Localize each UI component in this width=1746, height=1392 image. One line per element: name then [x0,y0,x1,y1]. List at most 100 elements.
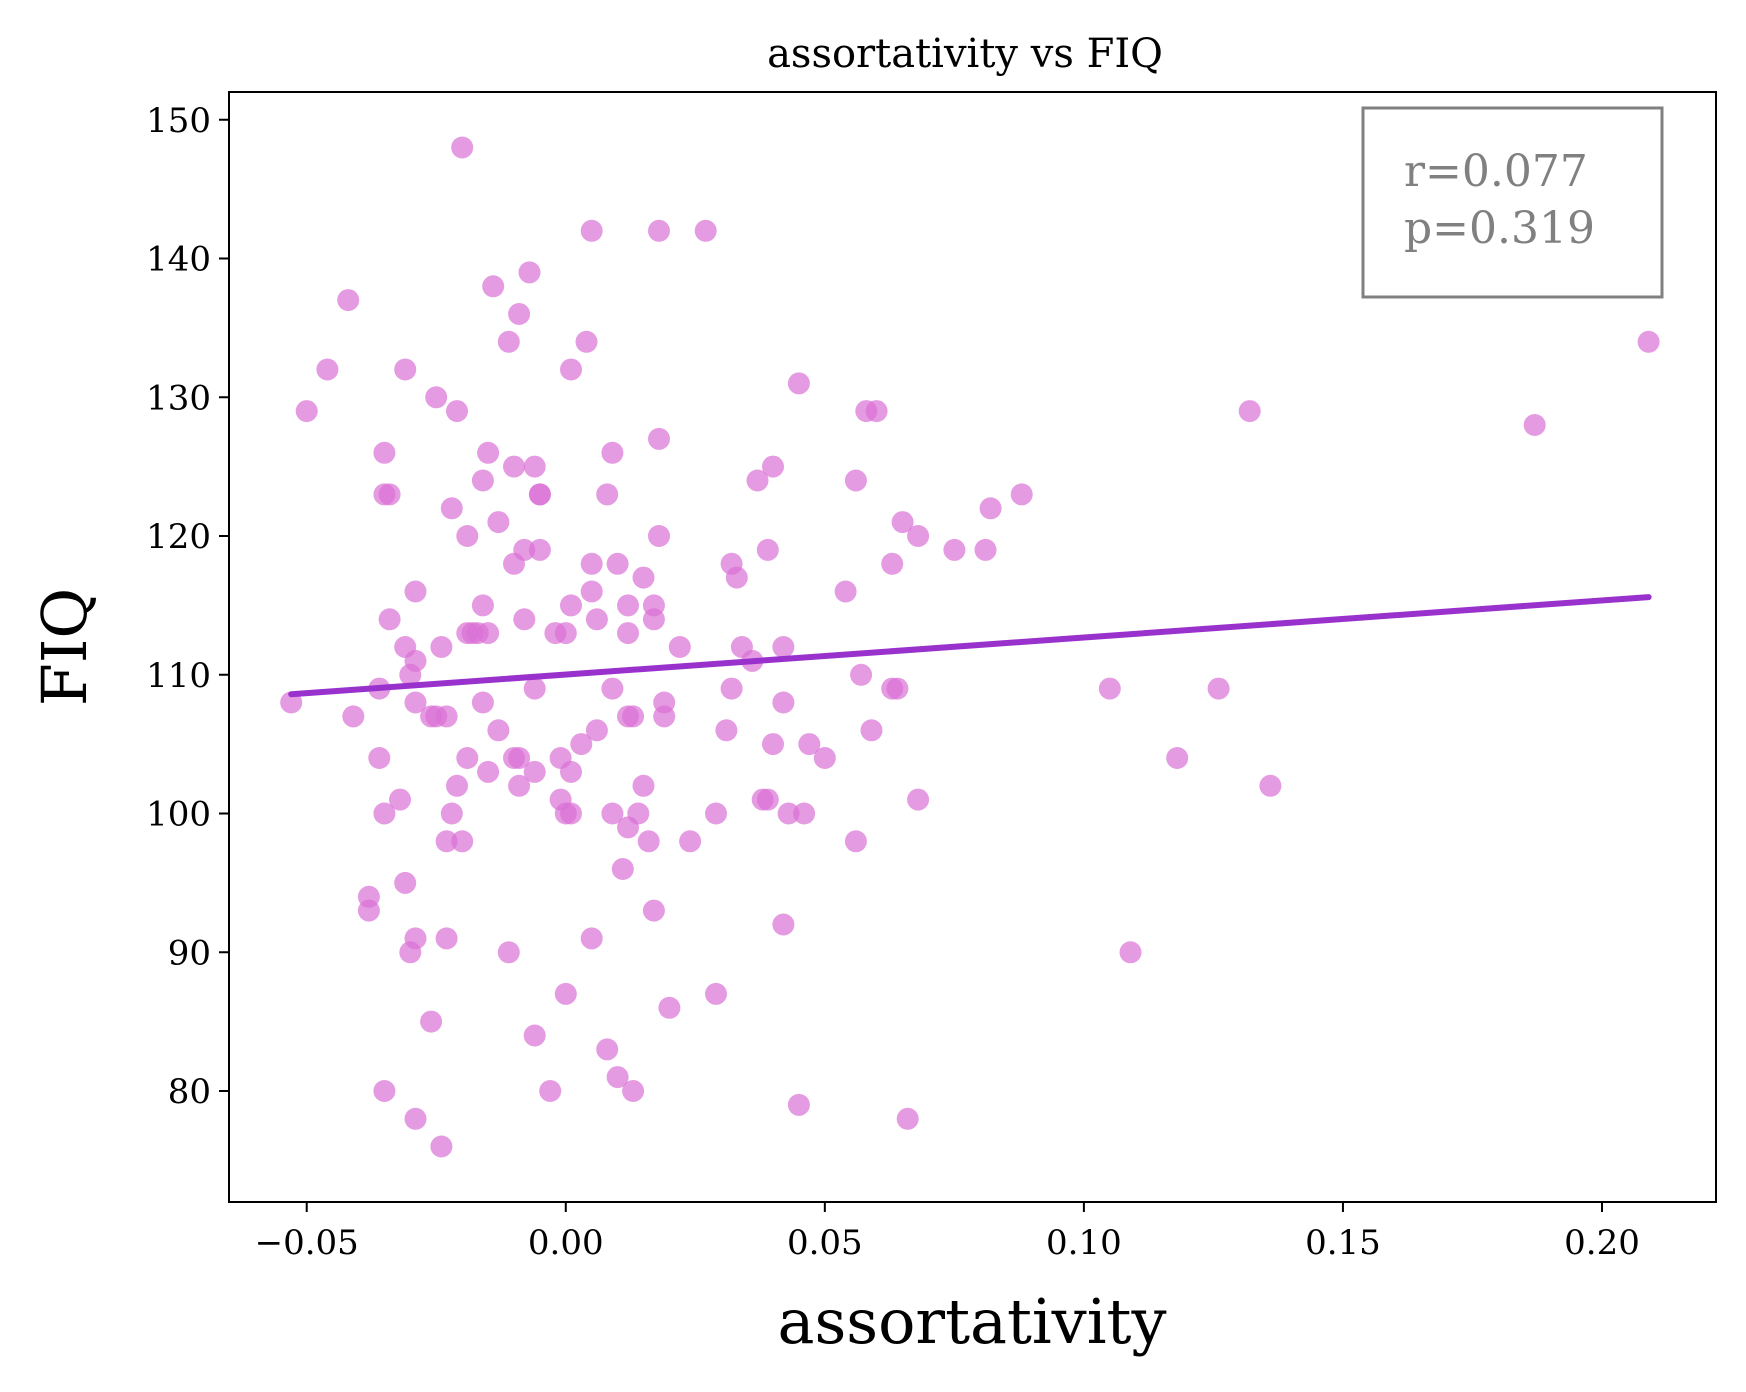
data-point [477,622,500,645]
data-point [1098,677,1121,700]
data-point [896,1107,919,1130]
data-point [601,677,624,700]
data-point [430,1135,453,1158]
data-point [642,899,665,922]
data-point [725,566,748,589]
data-point [554,982,577,1005]
data-point [425,386,448,409]
data-point [487,511,510,534]
data-point [337,289,360,312]
data-point [632,774,655,797]
data-point [720,677,743,700]
data-point [570,733,593,756]
x-tick-label: 0.20 [1564,1223,1640,1263]
data-point [772,636,795,658]
data-point [844,830,867,853]
data-point [865,400,888,423]
data-point [316,358,339,381]
stats-p-value: p=0.319 [1404,203,1595,254]
data-point [477,760,500,783]
data-point [394,871,417,894]
data-point [523,677,546,700]
data-point [1010,483,1033,506]
data-point [834,580,857,603]
data-point [482,275,505,298]
data-point [679,830,702,853]
data-point [440,497,463,520]
data-point [881,552,904,575]
data-point [560,594,582,617]
data-point [611,858,634,880]
stats-annotation: r=0.077 p=0.319 [1361,106,1664,299]
data-point [1166,747,1189,769]
data-point [368,747,391,769]
data-point [503,455,525,478]
data-point [477,441,500,464]
data-point [648,525,670,547]
data-point [580,219,603,242]
y-tick-label: 130 [146,378,211,418]
data-point [694,219,717,242]
data-point [497,330,520,353]
data-point [622,705,645,728]
data-point [518,261,541,284]
data-point [1207,677,1230,700]
x-axis: −0.05 0.00 0.05 0.10 0.15 0.20 [255,1202,1640,1263]
data-point [295,400,318,423]
data-point [907,788,930,811]
data-point [508,303,531,325]
data-point [844,469,867,492]
y-tick-label: 110 [146,656,211,696]
data-point [451,830,474,853]
data-point [580,580,603,603]
data-point [560,760,582,783]
data-point [787,372,810,395]
data-point [627,802,650,825]
data-point [471,691,494,714]
data-point [456,525,479,547]
data-point [471,469,494,492]
plot-frame [228,91,1717,1203]
x-tick-label: 0.05 [787,1223,863,1263]
stats-r-value: r=0.077 [1404,146,1588,197]
data-point [373,1080,396,1102]
data-point [528,483,551,506]
x-tick-label: 0.00 [528,1223,604,1263]
data-point [446,400,468,423]
data-point [601,441,624,464]
data-point [554,622,577,645]
y-tick-label: 80 [168,1072,211,1112]
data-point [580,552,603,575]
chart-title: assortativity vs FIQ [767,31,1163,77]
data-point [762,733,784,756]
data-point [772,913,795,936]
x-axis-label: assortativity [778,1285,1167,1358]
stats-box [1361,106,1664,299]
data-point [513,538,536,561]
data-point [1259,774,1282,797]
data-point [653,705,676,728]
data-point [342,705,365,728]
data-point [777,802,800,825]
data-point [523,455,546,478]
data-point [606,552,629,575]
data-point [456,747,479,769]
data-point [430,636,453,658]
data-point [513,608,536,631]
data-point [668,636,691,658]
data-point [642,608,665,631]
data-point [508,747,531,769]
y-tick-label: 140 [146,240,211,280]
data-point [404,691,427,714]
data-point [575,330,598,353]
data-point [606,1066,629,1089]
data-point [1523,414,1546,436]
data-point [617,622,639,645]
data-point [508,774,531,797]
fit-line-layer [288,594,1652,698]
data-point [523,760,546,783]
data-point [632,566,655,589]
data-point [756,538,779,561]
data-point [373,441,396,464]
data-point [357,885,380,908]
